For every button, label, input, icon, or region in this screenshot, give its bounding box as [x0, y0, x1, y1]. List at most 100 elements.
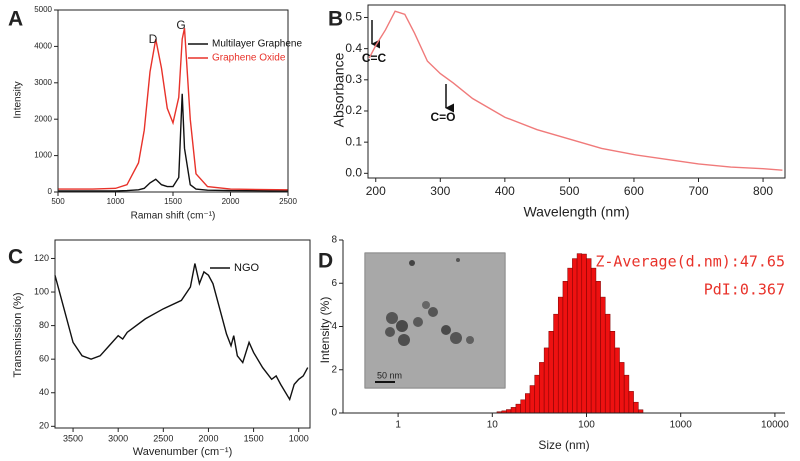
histogram-bar: [590, 267, 597, 414]
histogram-bar: [628, 391, 634, 414]
data-line: [368, 10, 783, 171]
histogram-bar: [604, 313, 611, 414]
x-tick-label: 200: [366, 184, 386, 198]
histogram-bar: [595, 281, 601, 414]
y-tick-label: 4000: [34, 42, 52, 51]
x-tick-label: 2500: [279, 197, 297, 206]
y-tick-label: 2: [331, 364, 337, 375]
histogram-bar: [506, 409, 512, 414]
y-tick-label: 20: [39, 421, 49, 431]
histogram-bar: [572, 258, 578, 414]
x-tick-label: 1: [395, 420, 401, 431]
y-tick-label: 0.2: [345, 103, 362, 117]
data-line: [58, 28, 289, 191]
y-tick-label: 0: [331, 408, 337, 419]
x-tick-label: 1500: [244, 433, 264, 443]
x-tick-label: 500: [51, 197, 65, 206]
y-axis-label: Transmission (%): [12, 292, 24, 377]
x-tick-label: 3000: [108, 433, 128, 443]
histogram-bar: [567, 267, 573, 414]
histogram-bar: [548, 331, 554, 414]
panel-label: B: [328, 8, 343, 31]
x-tick-label: 1500: [164, 197, 182, 206]
histogram-bar: [510, 407, 517, 414]
y-tick-label: 3000: [34, 78, 52, 87]
y-axis-label: Absorbance: [331, 52, 347, 127]
x-axis-label: Raman shift (cm⁻¹): [131, 211, 216, 222]
legend-label: Graphene Oxide: [212, 53, 286, 64]
histogram-bar: [553, 313, 559, 414]
y-axis-label: Intensity: [13, 81, 24, 118]
x-tick-label: 1000: [670, 420, 693, 431]
x-tick-label: 10: [487, 420, 499, 431]
plot-frame: [54, 239, 311, 429]
y-tick-label: 120: [34, 253, 49, 263]
histogram-bar: [539, 362, 545, 414]
histogram-bar: [543, 347, 550, 414]
panel-label: C: [8, 246, 23, 269]
x-axis-label: Size (nm): [538, 438, 589, 452]
y-tick-label: 5000: [34, 5, 52, 14]
inset-image: [364, 252, 506, 389]
histogram-bar: [576, 253, 583, 414]
scale-label: 50 nm: [377, 370, 402, 380]
y-axis-label: Intensity (%): [318, 297, 332, 364]
histogram-bar: [562, 281, 568, 414]
annotation: C=O: [430, 110, 455, 124]
y-tick-label: 6: [331, 278, 337, 289]
histogram-bar: [581, 253, 587, 414]
x-tick-label: 500: [559, 184, 579, 198]
y-tick-label: 100: [34, 286, 49, 296]
plot-frame: [57, 9, 289, 193]
x-tick-label: 2500: [153, 433, 173, 443]
y-tick-label: 0: [48, 187, 53, 196]
histogram-bar: [525, 393, 531, 414]
x-tick-label: 100: [578, 420, 595, 431]
histogram-bar: [520, 399, 526, 414]
y-tick-label: 0.4: [345, 41, 362, 55]
annotation: Z-Average(d.nm):47.65: [595, 253, 785, 271]
plot-frame: [367, 4, 786, 179]
histogram-bar: [600, 296, 606, 414]
y-tick-label: 0.0: [345, 165, 362, 179]
x-axis-label: Wavelength (nm): [523, 204, 629, 220]
y-tick-label: 0.5: [345, 10, 362, 24]
histogram-bar: [557, 296, 564, 414]
histogram-bar: [623, 374, 630, 414]
annotation: C=C: [362, 51, 387, 65]
legend-label: NGO: [234, 262, 260, 274]
histogram-bar: [609, 331, 616, 414]
histogram-bar: [586, 258, 592, 414]
y-tick-label: 40: [39, 387, 49, 397]
y-tick-label: 4: [331, 321, 337, 332]
x-tick-label: 800: [753, 184, 773, 198]
y-tick-label: 2000: [34, 114, 52, 123]
y-tick-label: 0.1: [345, 134, 362, 148]
x-tick-label: 700: [688, 184, 708, 198]
y-tick-label: 60: [39, 354, 49, 364]
histogram-bar: [633, 401, 639, 414]
histogram-bar: [529, 385, 535, 414]
x-tick-label: 2000: [222, 197, 240, 206]
x-tick-label: 3500: [63, 433, 83, 443]
data-line: [54, 263, 309, 402]
annotation: D: [149, 32, 158, 46]
data-line: [58, 93, 289, 192]
legend-label: Multilayer Graphene: [212, 39, 302, 50]
x-tick-label: 10000: [761, 420, 789, 431]
annotation: G: [176, 18, 185, 32]
x-tick-label: 1000: [107, 197, 125, 206]
x-tick-label: 2000: [198, 433, 218, 443]
y-tick-label: 8: [331, 235, 337, 246]
panel-label: D: [318, 250, 333, 273]
annotation: PdI:0.367: [704, 281, 785, 299]
x-tick-label: 400: [495, 184, 515, 198]
panel-label: A: [8, 8, 23, 31]
histogram-bar: [515, 403, 521, 414]
x-axis-label: Wavenumber (cm⁻¹): [133, 446, 233, 458]
y-tick-label: 0.3: [345, 72, 362, 86]
y-tick-label: 80: [39, 320, 49, 330]
y-tick-label: 1000: [34, 151, 52, 160]
x-tick-label: 600: [624, 184, 644, 198]
